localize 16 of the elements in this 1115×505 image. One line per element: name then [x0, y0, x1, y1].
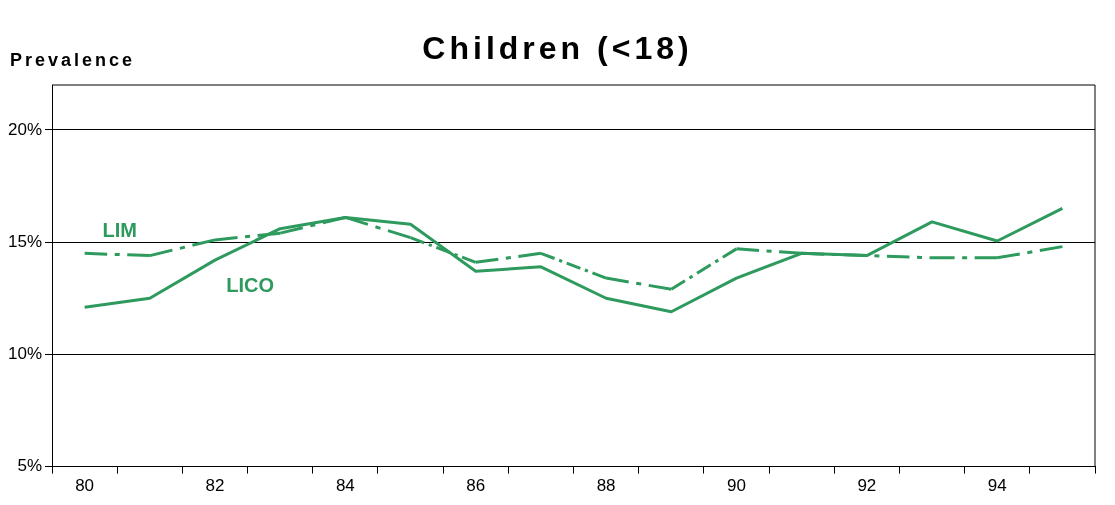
x-tick-label: 90: [727, 476, 746, 496]
series-label: LICO: [226, 274, 275, 297]
x-tick-label: 92: [857, 476, 877, 496]
x-tick-label: 88: [596, 476, 616, 496]
y-tick-label: 20%: [7, 119, 43, 139]
x-tick-label: 94: [987, 476, 1007, 496]
y-tick-label: 15%: [7, 231, 43, 251]
x-tick-label: 82: [205, 476, 225, 496]
series-label: LIM: [102, 219, 138, 242]
x-tick-label: 80: [75, 476, 95, 496]
y-tick-label: 5%: [17, 456, 43, 476]
chart-title: Children (<18): [422, 30, 693, 66]
y-tick-label: 10%: [7, 344, 43, 364]
y-axis-title: Prevalence: [10, 50, 136, 71]
x-tick-label: 86: [466, 476, 486, 496]
x-tick-label: 84: [335, 476, 355, 496]
